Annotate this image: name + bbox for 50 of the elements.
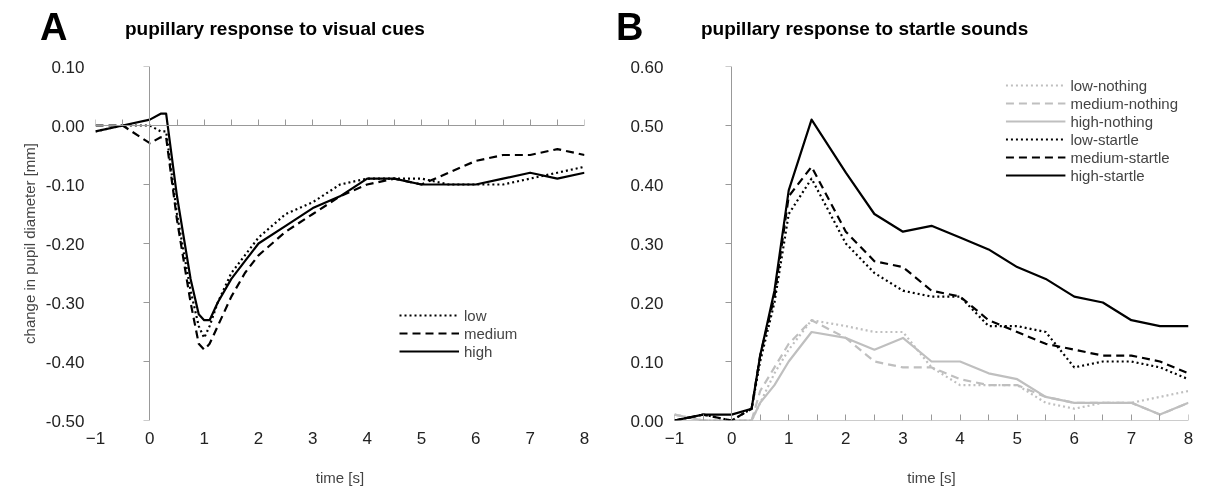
x-tick-label: 5 (1012, 428, 1022, 448)
x-tick-label: 1 (783, 428, 794, 448)
y-tick-label: 0.10 (630, 352, 664, 372)
legend-label: medium (464, 324, 518, 342)
y-tick-label: -0.40 (45, 352, 85, 372)
y-axis-title: change in pupil diameter [mm] (20, 143, 38, 344)
y-tick-label: 0.10 (51, 57, 85, 77)
y-tick-label: 0.00 (630, 411, 664, 431)
y-tick-label: 0.30 (630, 234, 664, 254)
legend-label: low (464, 306, 487, 324)
text: A (40, 5, 68, 49)
x-tick-label: 2 (841, 428, 851, 448)
x-tick-label: 4 (362, 428, 372, 448)
x-axis-title: time [s] (315, 468, 365, 486)
text: B (616, 5, 644, 49)
y-tick-label: 0.00 (51, 116, 85, 136)
x-tick-label: 8 (1183, 428, 1194, 448)
y-tick-label: -0.10 (45, 175, 85, 195)
x-tick-label: 7 (1126, 428, 1137, 448)
legend-label: high (464, 342, 493, 360)
x-tick-label: 5 (416, 428, 427, 448)
x-tick-label: 6 (1069, 428, 1080, 448)
x-tick-label: −1 (664, 428, 685, 448)
legend-label: medium-startle (1070, 148, 1170, 166)
legend-label: low-nothing (1070, 76, 1148, 94)
y-tick-label: 0.50 (630, 116, 664, 136)
x-tick-label: 4 (955, 428, 965, 448)
x-tick-label: 8 (579, 428, 590, 448)
legend-label: high-startle (1070, 166, 1145, 184)
x-tick-label: −1 (85, 428, 106, 448)
chart-title: pupillary response to visual cues (125, 17, 425, 41)
x-tick-label: 7 (525, 428, 535, 448)
y-tick-label: 0.20 (630, 293, 664, 313)
x-tick-label: 2 (253, 428, 264, 448)
y-tick-label: 0.40 (630, 175, 664, 195)
x-tick-label: 3 (308, 428, 318, 448)
legend-label: low-startle (1070, 130, 1139, 148)
x-tick-label: 1 (199, 428, 209, 448)
x-tick-label: 6 (471, 428, 481, 448)
y-tick-label: -0.30 (45, 293, 85, 313)
x-tick-label: 3 (898, 428, 908, 448)
y-tick-label: 0.60 (630, 57, 664, 77)
legend-label: high-nothing (1070, 112, 1154, 130)
y-tick-label: -0.20 (45, 234, 85, 254)
y-tick-label: -0.50 (45, 411, 85, 431)
chart-title: pupillary response to startle sounds (701, 17, 1029, 41)
x-tick-label: 0 (726, 428, 737, 448)
legend-label: medium-nothing (1070, 94, 1178, 112)
x-axis-title: time [s] (907, 468, 956, 486)
x-tick-label: 0 (145, 428, 155, 448)
